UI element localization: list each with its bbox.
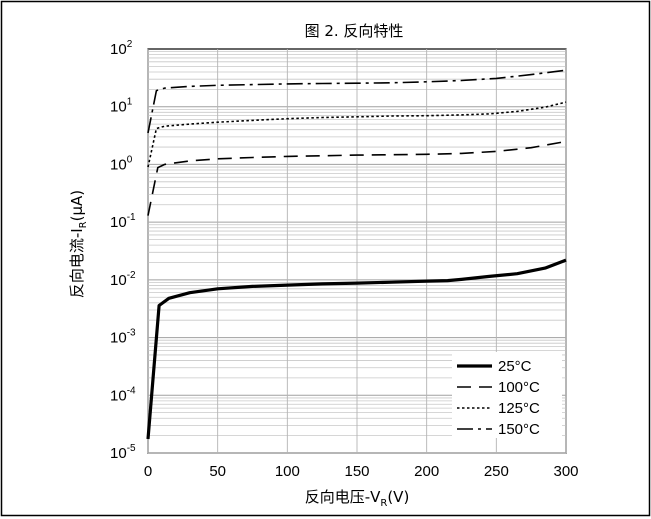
chart-title: 图 2. 反向特性 <box>305 22 404 40</box>
y-axis-label-tail: (μA) <box>68 190 86 222</box>
y-axis-ticks: 10-5 10-4 10-3 10-2 10-1 100 101 102 <box>110 39 136 462</box>
x-tick-label: 0 <box>144 463 152 480</box>
series-line-0 <box>146 258 567 440</box>
y-axis-label-main: 反向电流-I <box>68 228 86 298</box>
y-tick-label: 10-5 <box>110 443 136 462</box>
y-tick-label: 100 <box>110 154 133 173</box>
y-tick-label: 10-4 <box>110 385 136 404</box>
series-line-3 <box>147 69 567 134</box>
series-line-1 <box>147 140 567 216</box>
legend-label: 125°C <box>498 400 540 417</box>
y-tick-label: 10-1 <box>110 212 136 231</box>
legend-label: 100°C <box>498 379 540 396</box>
y-axis-label: 反向电流-IR(μA) <box>68 190 89 298</box>
x-tick-label: 100 <box>275 463 300 480</box>
x-axis-label-main: 反向电压-V <box>305 488 381 506</box>
x-tick-label: 300 <box>553 463 578 480</box>
y-tick-label: 10-2 <box>110 270 136 289</box>
series-layer <box>146 69 567 440</box>
y-axis-label-sub: R <box>78 221 89 228</box>
y-tick-label: 101 <box>110 97 133 116</box>
x-tick-label: 150 <box>344 463 369 480</box>
x-axis-ticks: 0 50 100 150 200 250 300 <box>144 463 579 480</box>
x-axis-label-sub: R <box>380 498 387 509</box>
x-tick-label: 200 <box>414 463 439 480</box>
x-tick-label: 50 <box>209 463 226 480</box>
y-tick-label: 10-3 <box>110 328 136 347</box>
x-axis-label-tail: (V) <box>387 488 409 506</box>
y-tick-label: 102 <box>110 39 133 58</box>
legend: 25°C 100°C 125°C 150°C <box>452 352 562 438</box>
legend-label: 150°C <box>498 421 540 438</box>
x-tick-label: 250 <box>484 463 509 480</box>
series-line-2 <box>147 101 567 168</box>
x-axis-label: 反向电压-VR(V) <box>305 488 410 509</box>
legend-label: 25°C <box>498 358 532 375</box>
